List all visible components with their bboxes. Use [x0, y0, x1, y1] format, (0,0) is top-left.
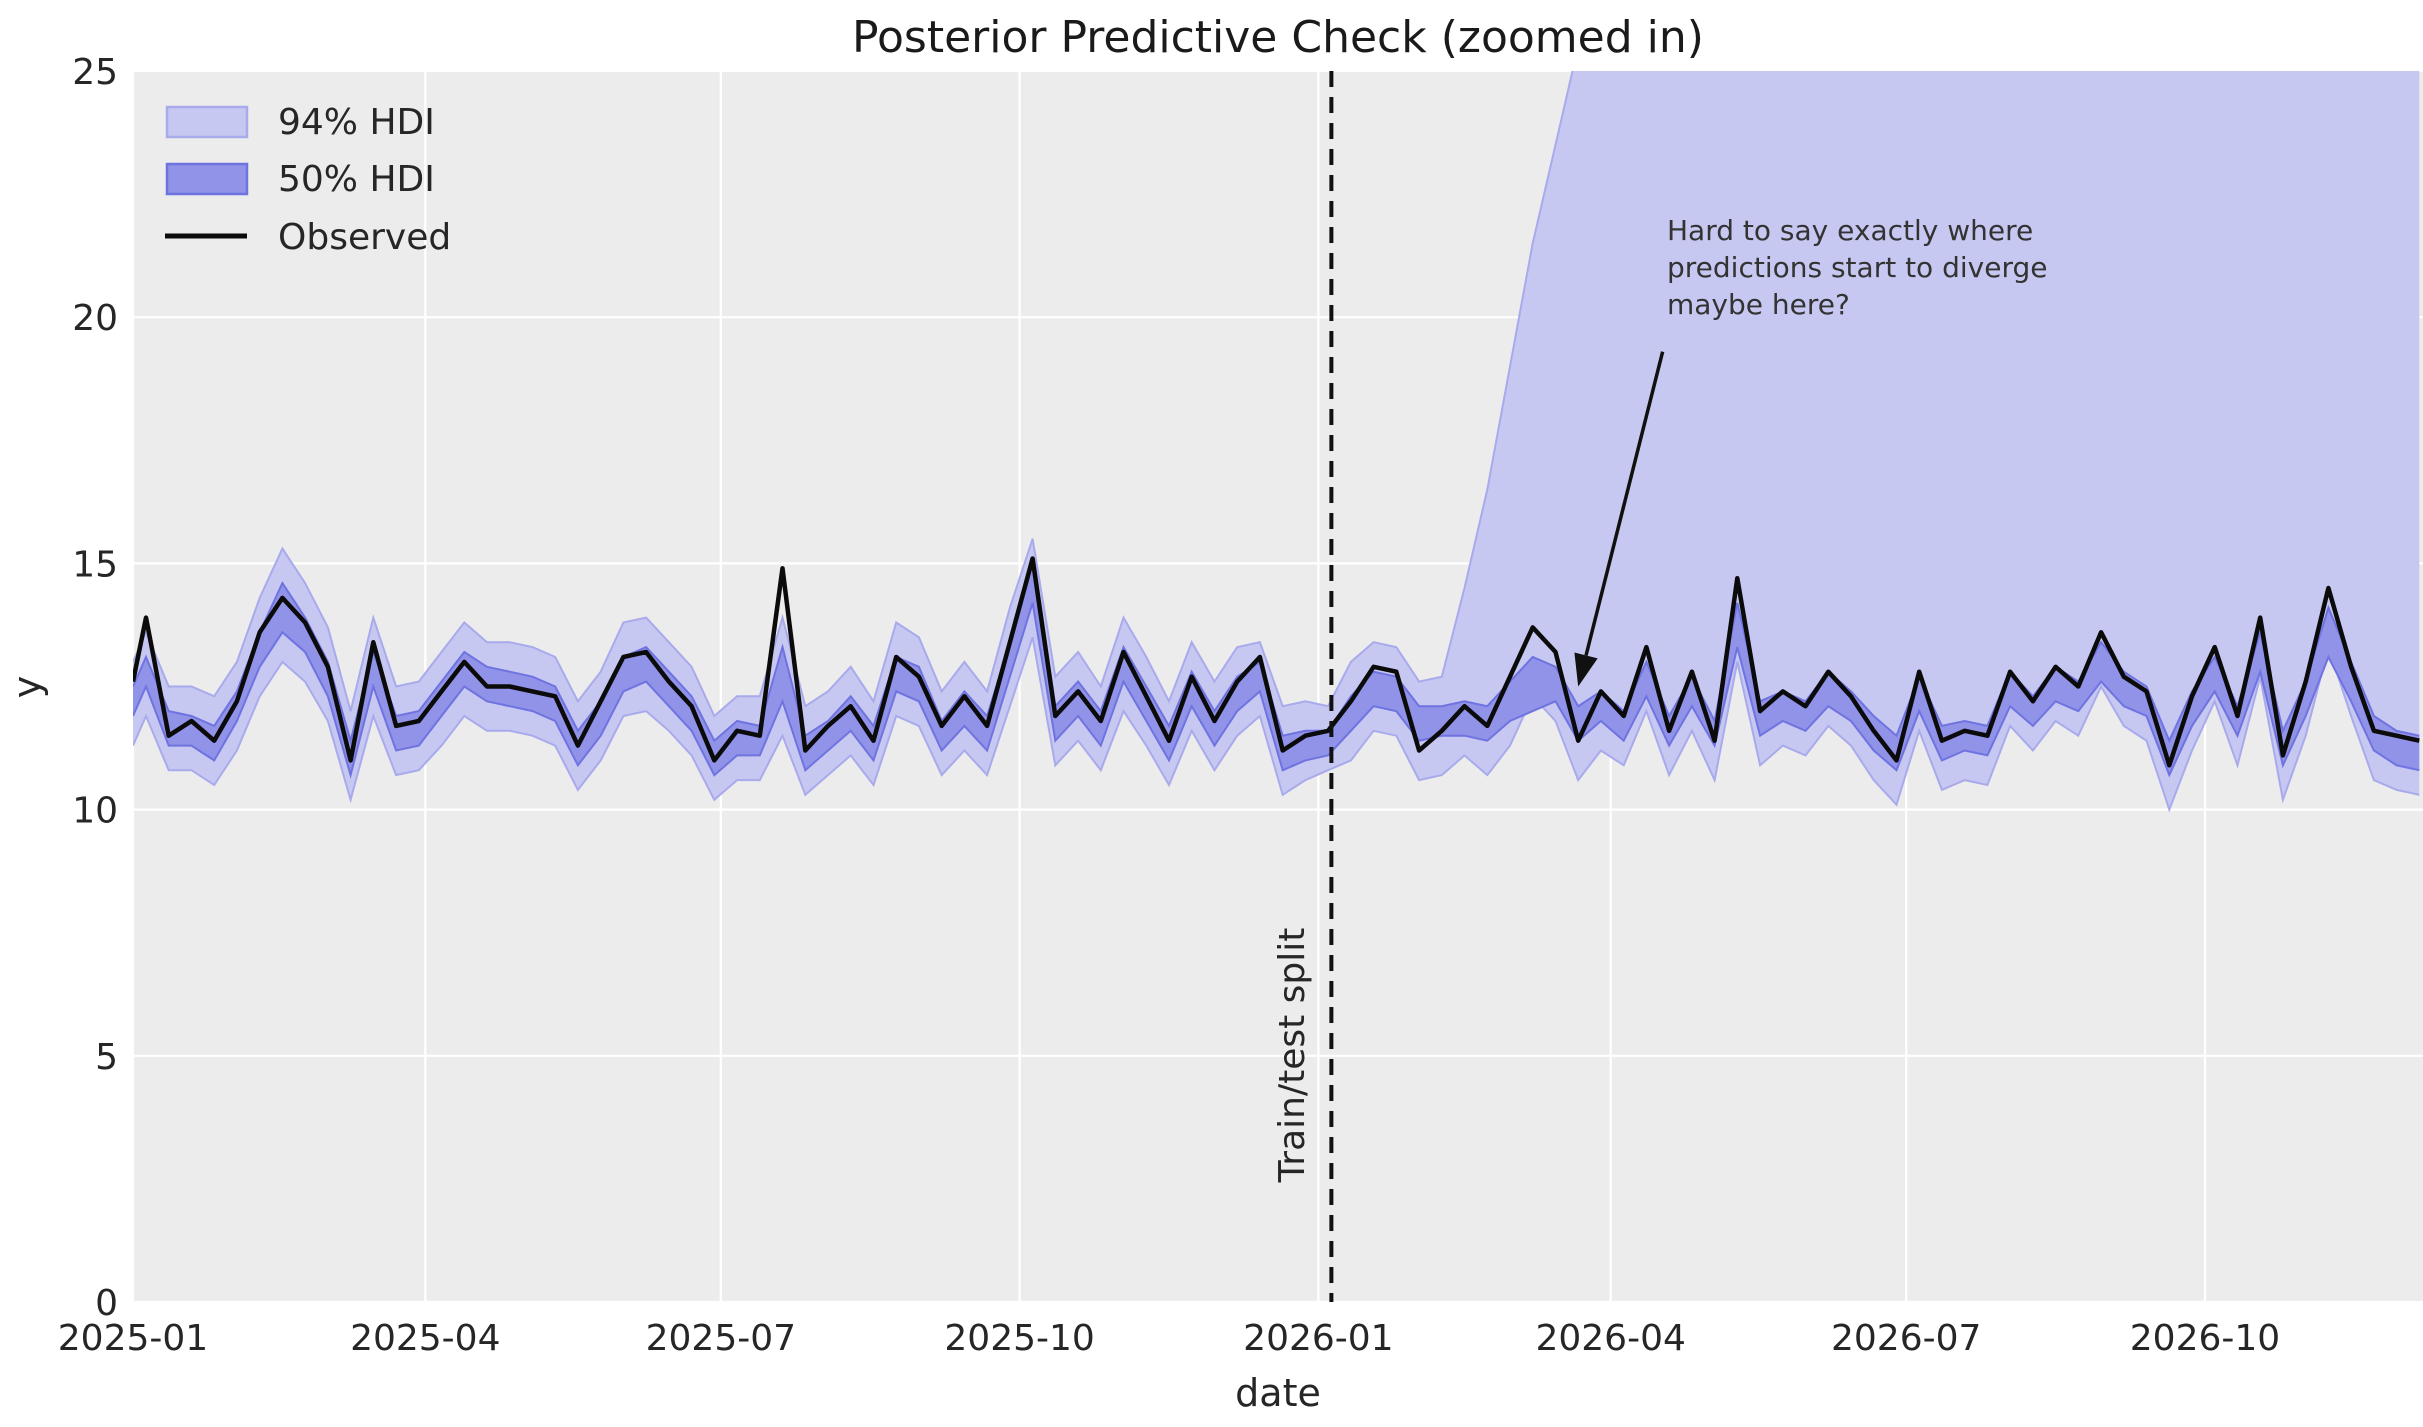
x-tick-labels: 2025-01 2025-04 2025-07 2025-10 2026-01 2026-…	[58, 1318, 2280, 1359]
legend-label-observed: Observed	[278, 217, 451, 258]
annotation-line-1: Hard to say exactly where	[1667, 214, 2033, 247]
y-tick-label: 25	[72, 52, 118, 93]
legend: 94% HDI 50% HDI Observed	[165, 102, 451, 258]
x-tick-label: 2025-04	[350, 1318, 500, 1359]
hdi-94-band	[133, 71, 2420, 810]
legend-label-50-hdi: 50% HDI	[278, 159, 435, 200]
annotation-arrowhead	[1574, 652, 1598, 687]
x-tick-label: 2026-10	[2130, 1318, 2280, 1359]
x-tick-label: 2026-04	[1535, 1318, 1685, 1359]
train-test-split-label: Train/test split	[1272, 928, 1313, 1184]
x-tick-label: 2025-07	[646, 1318, 796, 1359]
legend-swatch-94-hdi	[165, 105, 249, 139]
y-tick-label: 5	[95, 1037, 118, 1078]
x-tick-label: 2025-01	[58, 1318, 208, 1359]
y-tick-label: 15	[72, 544, 118, 585]
legend-swatch-50-hdi	[165, 162, 249, 196]
x-tick-label: 2025-10	[944, 1318, 1094, 1359]
series-layer	[133, 71, 2420, 813]
hdi-50-lower-edge	[133, 602, 2420, 779]
annotation-arrow-shaft	[1584, 351, 1665, 656]
y-tick-labels: 0 5 10 15 20 25	[72, 52, 118, 1324]
chart-title: Posterior Predictive Check (zoomed in)	[852, 12, 1704, 63]
hdi-94-upper-edge	[133, 71, 1574, 718]
observed-line	[133, 556, 2420, 768]
x-axis-label: date	[1235, 1371, 1321, 1415]
annotation-line-3: maybe here?	[1667, 288, 1850, 321]
annotation: Hard to say exactly where predictions st…	[1574, 214, 2047, 687]
y-tick-label: 20	[72, 298, 118, 339]
hdi-94-lower-edge	[133, 636, 2420, 813]
y-tick-label: 0	[95, 1283, 118, 1324]
x-tick-label: 2026-01	[1243, 1318, 1393, 1359]
x-tick-label: 2026-07	[1831, 1318, 1981, 1359]
annotation-arrow	[1574, 351, 1665, 687]
annotation-line-2: predictions start to diverge	[1667, 251, 2047, 284]
y-axis-label: y	[5, 676, 49, 699]
legend-label-94-hdi: 94% HDI	[278, 102, 435, 143]
y-tick-label: 10	[72, 791, 118, 832]
